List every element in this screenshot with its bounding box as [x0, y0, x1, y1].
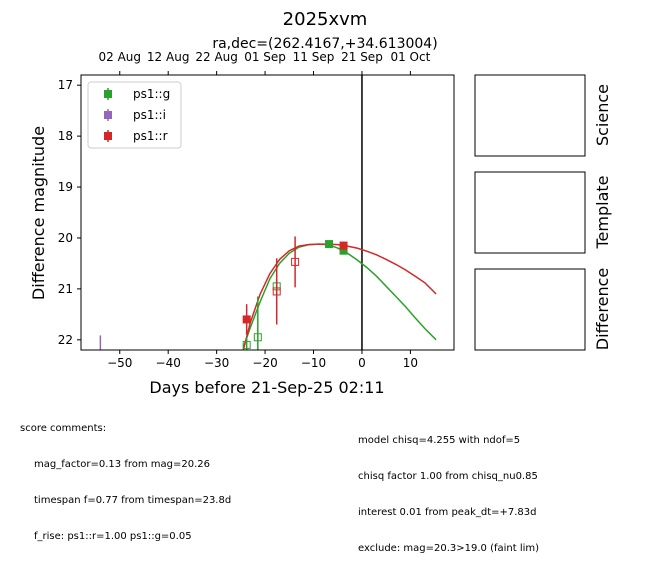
model-comment-line: exclude: mag=20.3>19.0 (faint lim)	[358, 543, 540, 554]
legend-swatch	[104, 90, 112, 98]
score-comments-heading: score comments:	[20, 423, 107, 434]
x-tick-label: −10	[301, 356, 326, 370]
data-point	[291, 257, 300, 266]
score-comment-line: mag_factor=0.13 from mag=20.26	[34, 459, 211, 470]
light-curve-chart: Science Template Difference 2025xvm ra,dec…	[29, 9, 612, 397]
score-comment-line: f_rise: ps1::r=1.00 ps1::g=0.05	[34, 531, 192, 542]
data-point	[242, 315, 251, 324]
model-comment-line: model chisq=4.255 with ndof=5	[358, 435, 521, 446]
score-comment-line: timespan f=0.77 from timespan=23.8d	[34, 495, 232, 506]
stamp-template-panel	[474, 171, 586, 254]
model-curve	[242, 243, 437, 348]
y-axis-label: Difference magnitude	[29, 126, 48, 300]
y-tick-label: 18	[58, 129, 73, 143]
x-tick-label: −20	[252, 356, 277, 370]
top-tick-label: 01 Sep	[244, 50, 286, 64]
legend-label: ps1::r	[133, 129, 168, 143]
model-comments: model chisq=4.255 with ndof=5 chisq fact…	[358, 411, 539, 567]
chart-title: 2025xvm	[283, 9, 368, 30]
x-axis-label: Days before 21-Sep-25 02:11	[149, 378, 384, 397]
y-tick-label: 19	[58, 180, 73, 194]
plot-data	[99, 75, 437, 350]
x-tick-label: −50	[107, 356, 132, 370]
data-point	[339, 241, 348, 250]
data-point	[272, 287, 281, 296]
stamp-science-label: Science	[593, 84, 612, 146]
top-tick-label: 22 Aug	[195, 50, 238, 64]
stamp-difference-label: Difference	[593, 268, 612, 350]
top-tick-label: 21 Sep	[341, 50, 383, 64]
legend-label: ps1::g	[133, 87, 170, 101]
model-comment-line: interest 0.01 from peak_dt=+7.83d	[358, 507, 537, 518]
x-tick-label: −30	[204, 356, 229, 370]
top-tick-label: 12 Aug	[147, 50, 190, 64]
top-tick-label: 11 Sep	[293, 50, 335, 64]
legend-label: ps1::i	[133, 108, 166, 122]
plot-area: −50 −40 −30 −20 −10 0 10 02 Aug 12 Aug 22 Aug 01 S…	[58, 50, 455, 370]
stamp-difference-panel	[474, 268, 586, 351]
top-tick-label: 01 Oct	[390, 50, 430, 64]
stamp-panels: Science Template Difference	[474, 74, 612, 351]
legend-swatch	[104, 111, 112, 119]
y-tick-label: 21	[58, 282, 73, 296]
legend-swatch	[104, 132, 112, 140]
y-tick-label: 20	[58, 231, 73, 245]
data-point	[253, 333, 262, 342]
model-comment-line: chisq factor 1.00 from chisq_nu0.85	[358, 471, 538, 482]
x-tick-label: 10	[403, 356, 418, 370]
stamp-template-label: Template	[593, 175, 612, 249]
model-curve	[242, 243, 437, 350]
data-point	[242, 340, 251, 349]
x-tick-label: 0	[358, 356, 366, 370]
y-tick-label: 22	[58, 333, 73, 347]
score-comments: score comments: mag_factor=0.13 from mag…	[20, 399, 231, 555]
x-tick-label: −40	[156, 356, 181, 370]
plot-frame	[80, 74, 455, 351]
legend-box	[87, 81, 182, 149]
stamp-science-panel	[474, 74, 586, 157]
data-point	[325, 240, 334, 249]
chart-subtitle: ra,dec=(262.4167,+34.613004)	[212, 36, 437, 52]
y-tick-label: 17	[58, 78, 73, 92]
top-tick-label: 02 Aug	[98, 50, 141, 64]
